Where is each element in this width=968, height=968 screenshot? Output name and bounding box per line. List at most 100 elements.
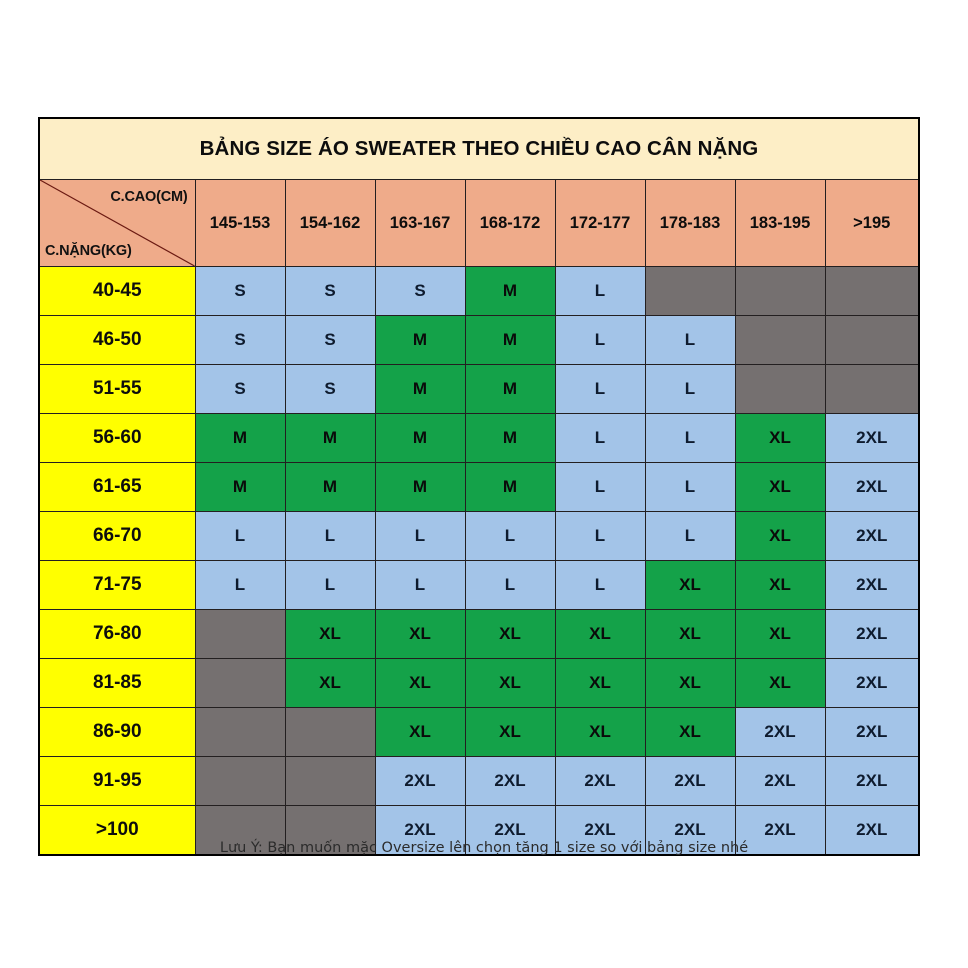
size-cell: 2XL xyxy=(824,756,920,806)
size-cell: 2XL xyxy=(824,805,920,856)
size-cell: XL xyxy=(284,658,376,708)
size-cell: M xyxy=(374,462,466,512)
size-cell: 2XL xyxy=(734,805,826,856)
diagonal-divider-icon xyxy=(40,180,194,266)
size-cell: XL xyxy=(734,413,826,463)
size-cell: M xyxy=(284,413,376,463)
weight-range-label: 91-95 xyxy=(38,756,196,806)
table-row: 46-50 S S M M L L xyxy=(38,315,920,365)
size-cell: 2XL xyxy=(824,413,920,463)
table-row: 71-75 L L L L L XL XL 2XL xyxy=(38,560,920,610)
height-range-header: >195 xyxy=(824,179,920,267)
size-cell: M xyxy=(464,413,556,463)
size-cell: XL xyxy=(374,707,466,757)
size-cell: M xyxy=(464,364,556,414)
size-table: BẢNG SIZE ÁO SWEATER THEO CHIỀU CAO CÂN … xyxy=(38,117,920,856)
size-cell: XL xyxy=(554,658,646,708)
size-cell: 2XL xyxy=(824,707,920,757)
size-cell: S xyxy=(194,315,286,365)
size-cell: 2XL xyxy=(554,805,646,856)
table-header-row: C.CAO(CM) C.NẶNG(KG) 145-153 154-162 163-1… xyxy=(38,179,920,267)
size-cell: L xyxy=(644,511,736,561)
size-cell: S xyxy=(284,364,376,414)
table-row: 81-85 XL XL XL XL XL XL 2XL xyxy=(38,658,920,708)
size-cell: M xyxy=(374,413,466,463)
size-cell xyxy=(734,364,826,414)
size-cell: 2XL xyxy=(734,756,826,806)
weight-range-label: 61-65 xyxy=(38,462,196,512)
size-cell: L xyxy=(464,560,556,610)
size-cell: 2XL xyxy=(374,756,466,806)
size-cell: L xyxy=(374,511,466,561)
size-cell: XL xyxy=(734,511,826,561)
size-cell: L xyxy=(194,511,286,561)
size-cell: XL xyxy=(464,609,556,659)
weight-range-label: 40-45 xyxy=(38,266,196,316)
size-cell: XL xyxy=(464,707,556,757)
size-cell: L xyxy=(554,266,646,316)
size-cell: XL xyxy=(644,658,736,708)
size-cell: L xyxy=(644,462,736,512)
height-axis-label: C.CAO(CM) xyxy=(110,189,188,205)
size-cell: M xyxy=(194,413,286,463)
weight-range-label: 51-55 xyxy=(38,364,196,414)
size-cell: XL xyxy=(734,658,826,708)
weight-range-label: 46-50 xyxy=(38,315,196,365)
size-cell: L xyxy=(554,364,646,414)
size-cell: 2XL xyxy=(464,756,556,806)
size-cell: S xyxy=(284,266,376,316)
size-cell: M xyxy=(194,462,286,512)
size-cell xyxy=(194,756,286,806)
size-cell xyxy=(644,266,736,316)
weight-range-label: 66-70 xyxy=(38,511,196,561)
size-cell: XL xyxy=(374,658,466,708)
size-cell: L xyxy=(284,560,376,610)
size-cell: M xyxy=(464,462,556,512)
height-range-header: 145-153 xyxy=(194,179,286,267)
size-cell: XL xyxy=(284,609,376,659)
size-cell: M xyxy=(374,315,466,365)
size-cell: 2XL xyxy=(464,805,556,856)
size-cell xyxy=(824,266,920,316)
height-range-header: 172-177 xyxy=(554,179,646,267)
weight-range-label: 81-85 xyxy=(38,658,196,708)
size-cell xyxy=(194,707,286,757)
table-row: 51-55 S S M M L L xyxy=(38,364,920,414)
size-cell: L xyxy=(284,511,376,561)
size-cell: 2XL xyxy=(734,707,826,757)
page-title: BẢNG SIZE ÁO SWEATER THEO CHIỀU CAO CÂN … xyxy=(38,117,920,180)
size-cell xyxy=(194,658,286,708)
size-cell: L xyxy=(194,560,286,610)
size-cell: S xyxy=(194,364,286,414)
weight-range-label: 56-60 xyxy=(38,413,196,463)
size-cell: M xyxy=(374,364,466,414)
size-cell: 2XL xyxy=(824,609,920,659)
size-cell: XL xyxy=(644,560,736,610)
size-cell: XL xyxy=(644,707,736,757)
size-cell: L xyxy=(644,364,736,414)
size-cell: S xyxy=(374,266,466,316)
size-cell: 2XL xyxy=(644,756,736,806)
size-cell xyxy=(194,609,286,659)
footer-note: Lưu Ý: Bạn muốn mặc Oversize lên chọn tă… xyxy=(219,840,749,856)
size-cell: 2XL xyxy=(824,511,920,561)
size-cell: XL xyxy=(554,707,646,757)
size-chart-container: BẢNG SIZE ÁO SWEATER THEO CHIỀU CAO CÂN … xyxy=(38,117,920,856)
size-cell: 2XL xyxy=(374,805,466,856)
weight-axis-label: C.NẶNG(KG) xyxy=(45,243,132,259)
weight-range-label: 71-75 xyxy=(38,560,196,610)
size-cell: XL xyxy=(734,609,826,659)
size-cell: L xyxy=(644,413,736,463)
size-cell: L xyxy=(554,511,646,561)
size-cell: M xyxy=(464,266,556,316)
size-cell: XL xyxy=(734,462,826,512)
table-row: 86-90 XL XL XL XL 2XL 2XL xyxy=(38,707,920,757)
size-cell: 2XL xyxy=(824,658,920,708)
table-row: 91-95 2XL 2XL 2XL 2XL 2XL 2XL xyxy=(38,756,920,806)
size-cell: L xyxy=(554,315,646,365)
size-cell: 2XL xyxy=(554,756,646,806)
size-cell: XL xyxy=(554,609,646,659)
weight-range-label: >100 xyxy=(38,805,196,856)
table-row: >100 2XL 2XL 2XL 2XL 2XL 2XL xyxy=(38,805,920,856)
